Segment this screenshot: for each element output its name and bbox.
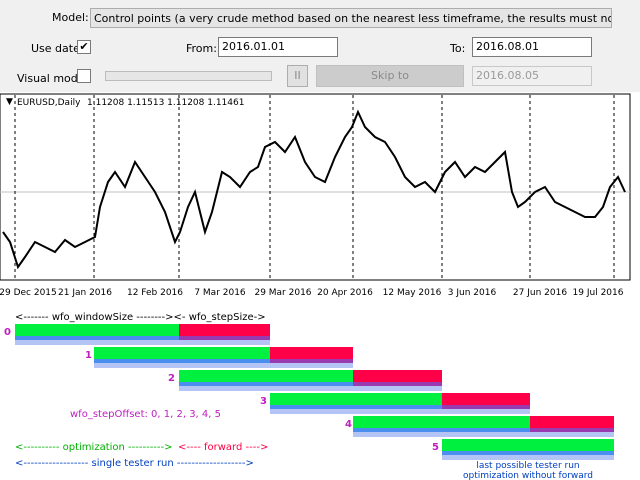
from-label: From: <box>186 42 217 55</box>
chart-frame <box>0 93 631 281</box>
ohlc: 1.11208 1.11513 1.11208 1.11461 <box>87 98 244 108</box>
run-number: 0 <box>4 327 11 338</box>
date-label: 29 Mar 2016 <box>254 288 311 298</box>
forward-underbar <box>442 405 530 409</box>
use-date-label: Use date <box>31 42 80 55</box>
date-label: 7 Mar 2016 <box>194 288 246 298</box>
forward-bar <box>530 416 614 428</box>
forward-underbar <box>179 336 270 340</box>
model-value: Control points (a very crude method base… <box>94 12 611 25</box>
forward-underbar <box>270 359 353 363</box>
optimization-bar <box>179 370 353 382</box>
last-run-note: last possible tester run <box>476 461 579 471</box>
run-number: 4 <box>345 419 352 430</box>
model-dropdown[interactable]: Control points (a very crude method base… <box>90 8 612 28</box>
date-label: 20 Apr 2016 <box>317 288 373 298</box>
skip-to-button[interactable]: Skip to <box>316 65 464 87</box>
last-run-note: optimization without forward <box>463 471 593 480</box>
date-label: 12 May 2016 <box>383 288 442 298</box>
forward-legend: <---- forward ----> <box>178 442 268 453</box>
model-label: Model: <box>52 11 89 24</box>
legend-arrow: ▼ <box>6 97 13 107</box>
optimization-bar <box>94 347 270 359</box>
forward-bar <box>270 347 353 359</box>
optimization-bar <box>270 393 442 405</box>
run-number: 1 <box>85 350 92 361</box>
date-label: 12 Feb 2016 <box>127 288 183 298</box>
forward-bar <box>353 370 442 382</box>
optimization-underbar <box>94 359 270 363</box>
visual-mode-checkbox[interactable] <box>77 69 91 83</box>
use-date-checkbox[interactable]: ✔ <box>77 40 91 54</box>
tester-settings: Model: Control points (a very crude meth… <box>0 0 640 92</box>
optimization-legend: <---------- optimization ----------> <box>15 442 173 453</box>
date-label: 29 Dec 2015 <box>0 288 57 298</box>
run-number: 5 <box>432 442 439 453</box>
date-label: 27 Jun 2016 <box>513 288 567 298</box>
optimization-underbar <box>442 451 614 455</box>
forward-underbar <box>353 382 442 386</box>
optimization-bar <box>353 416 530 428</box>
optimization-underbar <box>15 336 179 340</box>
run-underline <box>179 386 442 391</box>
run-underline <box>270 409 530 414</box>
skip-to-date[interactable]: 2016.08.05 <box>472 66 592 86</box>
date-label: 3 Jun 2016 <box>448 288 497 298</box>
optimization-underbar <box>353 428 530 432</box>
optimization-bar <box>15 324 179 336</box>
forward-bar <box>179 324 270 336</box>
optimization-bar <box>442 439 614 451</box>
run-underline <box>94 363 353 368</box>
date-label: 19 Jul 2016 <box>573 288 624 298</box>
skip-to-text: Skip to <box>371 69 409 82</box>
run-underline <box>15 340 270 345</box>
symbol: EURUSD,Daily <box>17 98 81 108</box>
price-candles <box>2 109 626 270</box>
to-value: 2016.08.01 <box>476 40 539 53</box>
to-label: To: <box>450 42 466 55</box>
run-number: 2 <box>168 373 175 384</box>
chart-and-diagram: ▼ EURUSD,Daily 1.11208 1.11513 1.11208 1… <box>0 93 631 480</box>
forward-bar <box>442 393 530 405</box>
forward-underbar <box>530 428 614 432</box>
skip-to-date-value: 2016.08.05 <box>476 69 539 82</box>
date-label: 21 Jan 2016 <box>58 288 112 298</box>
pause-button[interactable]: II <box>287 65 308 87</box>
step-offset-label: wfo_stepOffset: 0, 1, 2, 3, 4, 5 <box>70 409 221 420</box>
from-value: 2016.01.01 <box>222 40 285 53</box>
run-underline <box>353 432 614 437</box>
to-date[interactable]: 2016.08.01 <box>472 37 592 57</box>
optimization-underbar <box>270 405 442 409</box>
single-run-legend: <------------------ single tester run --… <box>15 458 254 469</box>
run-number: 3 <box>260 396 267 407</box>
from-date[interactable]: 2016.01.01 <box>218 37 338 57</box>
optimization-underbar <box>179 382 353 386</box>
visual-mode-label: Visual mode <box>17 72 85 85</box>
window-size-label: <------- wfo_windowSize --------><- wfo_… <box>15 312 266 323</box>
run-underline <box>442 455 614 460</box>
speed-slider[interactable] <box>105 71 272 81</box>
